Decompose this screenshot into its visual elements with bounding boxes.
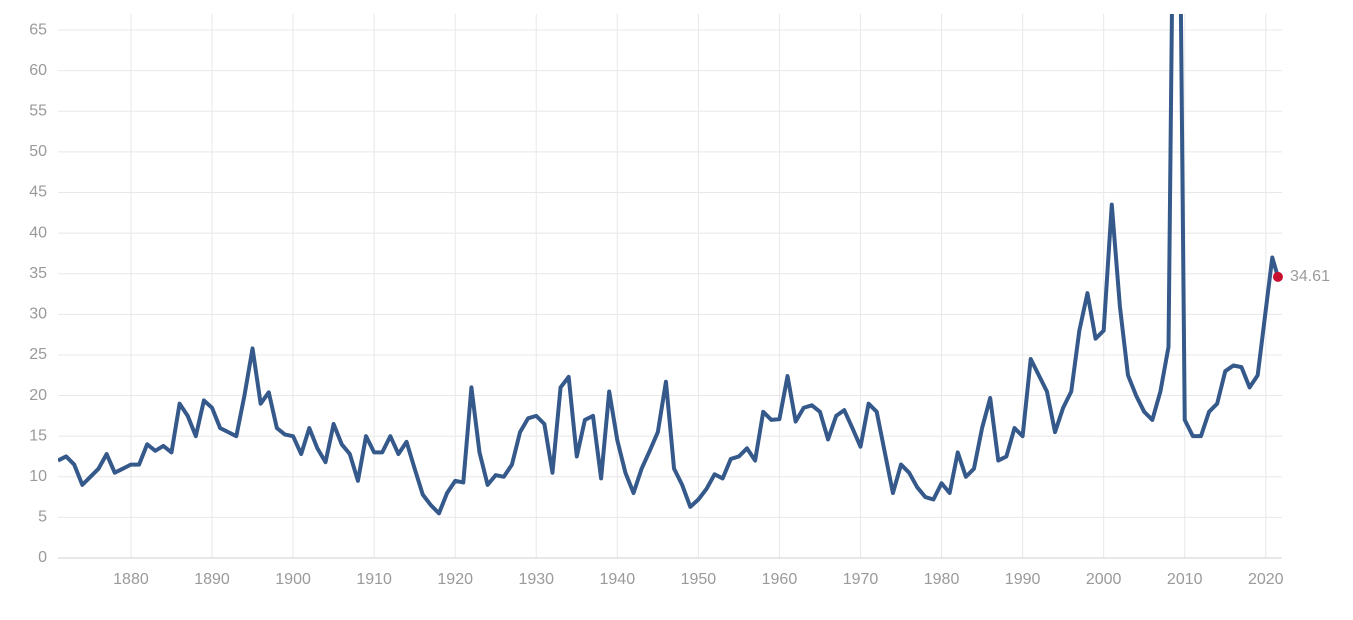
y-tick-label: 45 [29,184,47,201]
y-tick-label: 15 [29,427,47,444]
y-tick-label: 0 [38,549,47,566]
x-tick-label: 1960 [762,571,798,588]
x-tick-label: 1990 [1005,571,1041,588]
x-tick-label: 1890 [194,571,230,588]
x-tick-label: 1900 [275,571,311,588]
y-tick-label: 60 [29,62,47,79]
y-tick-label: 25 [29,346,47,363]
last-point [1272,271,1283,282]
x-tick-label: 1930 [518,571,554,588]
x-tick-label: 1880 [113,571,149,588]
y-tick-label: 10 [29,468,47,485]
y-tick-label: 35 [29,265,47,282]
y-tick-label: 40 [29,224,47,241]
y-tick-label: 65 [29,21,47,38]
y-tick-label: 20 [29,387,47,404]
x-tick-label: 2000 [1086,571,1122,588]
y-tick-label: 55 [29,102,47,119]
line-series [58,14,1280,516]
x-tick-label: 2020 [1248,571,1284,588]
x-tick-label: 1910 [356,571,392,588]
y-tick-label: 30 [29,306,47,323]
x-tick-label: 1970 [843,571,879,588]
x-tick-label: 1940 [600,571,636,588]
y-tick-label: 5 [38,509,47,526]
x-tick-label: 1950 [681,571,717,588]
x-tick-label: 2010 [1167,571,1203,588]
last-value-label: 34.61 [1290,268,1330,285]
x-tick-label: 1920 [437,571,473,588]
plot-area [58,14,1280,516]
y-tick-label: 50 [29,143,47,160]
x-tick-label: 1980 [924,571,960,588]
